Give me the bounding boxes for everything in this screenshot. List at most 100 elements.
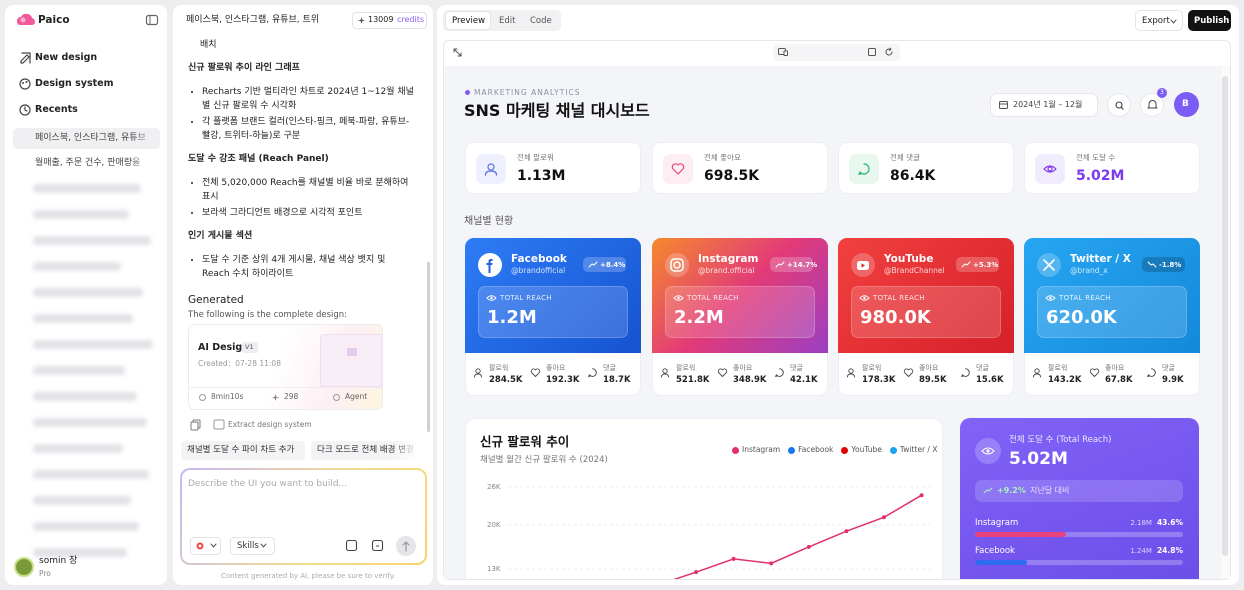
kpi-value: 1.13M: [517, 168, 566, 184]
chat-lead: 배치: [200, 40, 217, 50]
kicker: MARKETING ANALYTICS: [474, 88, 581, 97]
icon-part: [24, 106, 28, 112]
legend-swatch: [841, 446, 849, 454]
prompt-input[interactable]: [180, 468, 427, 565]
nav-item[interactable]: Recents: [35, 104, 78, 115]
publish-label: Publish: [1194, 16, 1230, 26]
eye-icon: [859, 295, 870, 301]
channel-header: [652, 238, 828, 353]
icon-part: [453, 48, 462, 57]
icon-part: [1115, 101, 1123, 109]
reach-channel: Facebook: [975, 546, 1015, 556]
search-button[interactable]: [1107, 93, 1131, 117]
trend-icon: [1147, 261, 1157, 268]
version-badge: [242, 342, 258, 353]
model-select[interactable]: [190, 537, 221, 555]
nav-item[interactable]: Design system: [35, 78, 114, 89]
kpi-icon: [858, 163, 870, 176]
bell-button[interactable]: [1140, 93, 1164, 117]
eye-icon: [486, 295, 497, 301]
icon-part: [490, 296, 493, 300]
kpi-label: 전체 좋아요: [704, 153, 741, 162]
collapse-icon: [145, 14, 159, 26]
recent-placeholder: [33, 236, 151, 245]
extract-link[interactable]: Extract design system: [228, 420, 312, 429]
reach-change-note: 지난달 대비: [1030, 486, 1070, 495]
reach-label: TOTAL REACH: [873, 294, 925, 302]
card-title: AI Design: [198, 342, 249, 353]
generated: Generated: [188, 294, 244, 306]
recent-placeholder: [33, 444, 123, 453]
icon-part: [717, 368, 728, 377]
icon-part: [903, 368, 914, 377]
icon-part: [1049, 296, 1052, 300]
reach-change: +9.2%: [997, 486, 1026, 495]
trend-icon: [775, 261, 785, 268]
stat-icon: [717, 368, 728, 377]
channel-icon: [486, 259, 493, 273]
tab[interactable]: Code: [530, 16, 552, 26]
icon-part: [775, 368, 784, 378]
search-icon: [1115, 101, 1124, 110]
y-tick-label: 26K: [487, 483, 501, 491]
stat-icon: [1147, 368, 1156, 378]
channel-header: [838, 238, 1014, 353]
growth-pill: [1142, 257, 1185, 272]
skills-select[interactable]: [230, 537, 275, 555]
suggestion-chip[interactable]: 채널별 도달 수 파이 차트 추가: [181, 441, 305, 460]
channel-reach: 1.2M: [487, 307, 537, 328]
dashboard-title: SNS 마케팅 채널 대시보드: [464, 101, 650, 120]
icon-part: [1170, 19, 1177, 24]
card-time: 8min10s: [211, 392, 244, 401]
recent-item[interactable]: 페이스북, 인스타그램, 유튜브: [35, 133, 146, 143]
icon-part: [961, 261, 971, 268]
reach-total: 5.02M: [1009, 449, 1068, 469]
nav-item[interactable]: New design: [35, 52, 98, 63]
brand: Paico: [38, 14, 70, 26]
icon-part: [333, 394, 340, 401]
export-button[interactable]: [1135, 10, 1183, 31]
stat-label: 좋아요: [546, 364, 566, 372]
avatar[interactable]: [1174, 92, 1199, 117]
prompt-placeholder: Describe the UI you want to build...: [188, 479, 348, 489]
icon-part: [1043, 259, 1055, 271]
kpi-icon-bg: [663, 154, 693, 184]
series-point: [694, 570, 698, 575]
reach-share: 24.8%: [1156, 546, 1183, 555]
kpi-card: [838, 142, 1014, 194]
recent-placeholder: [33, 288, 143, 297]
agent-icon: [333, 394, 340, 401]
calendar-icon: [999, 101, 1008, 109]
tab[interactable]: Preview: [452, 16, 486, 26]
notification-count: 3: [1160, 89, 1164, 96]
channel-reach: 2.2M: [674, 307, 724, 328]
icon-part: [847, 373, 855, 378]
date-pill[interactable]: [990, 93, 1098, 117]
icon-part: [677, 296, 680, 300]
channel-name: Facebook: [511, 253, 567, 265]
kpi-icon: [484, 163, 498, 176]
reach-label: TOTAL REACH: [687, 294, 739, 302]
nav-icon: [19, 78, 31, 90]
growth-pill: [770, 257, 813, 272]
icon-part: [961, 368, 970, 378]
icon-part: [588, 368, 597, 378]
bullet: 보라색 그라디언트 배경으로 시각적 포인트: [202, 206, 414, 220]
series-line: [673, 494, 922, 579]
reach-box: [478, 286, 628, 338]
reach-value: 2.18M: [1130, 519, 1152, 527]
publish-button[interactable]: [1188, 10, 1231, 31]
chevron: [260, 543, 267, 548]
icon-part: [1043, 165, 1057, 173]
series-point: [844, 529, 849, 534]
reach-box: [1037, 286, 1187, 338]
reach-label: TOTAL REACH: [1059, 294, 1111, 302]
stat-label: 댓글: [1162, 364, 1175, 372]
tab[interactable]: Edit: [499, 16, 516, 26]
tab-active: [446, 12, 490, 29]
stat-label: 팔로워: [862, 364, 882, 372]
suggestion-chip[interactable]: 다크 모드로 전체 배경 변경: [311, 441, 418, 460]
reach-bar: [975, 532, 1066, 537]
icon-part: [371, 539, 384, 552]
recent-item[interactable]: 월매출, 주문 건수, 판매량을: [35, 158, 141, 168]
